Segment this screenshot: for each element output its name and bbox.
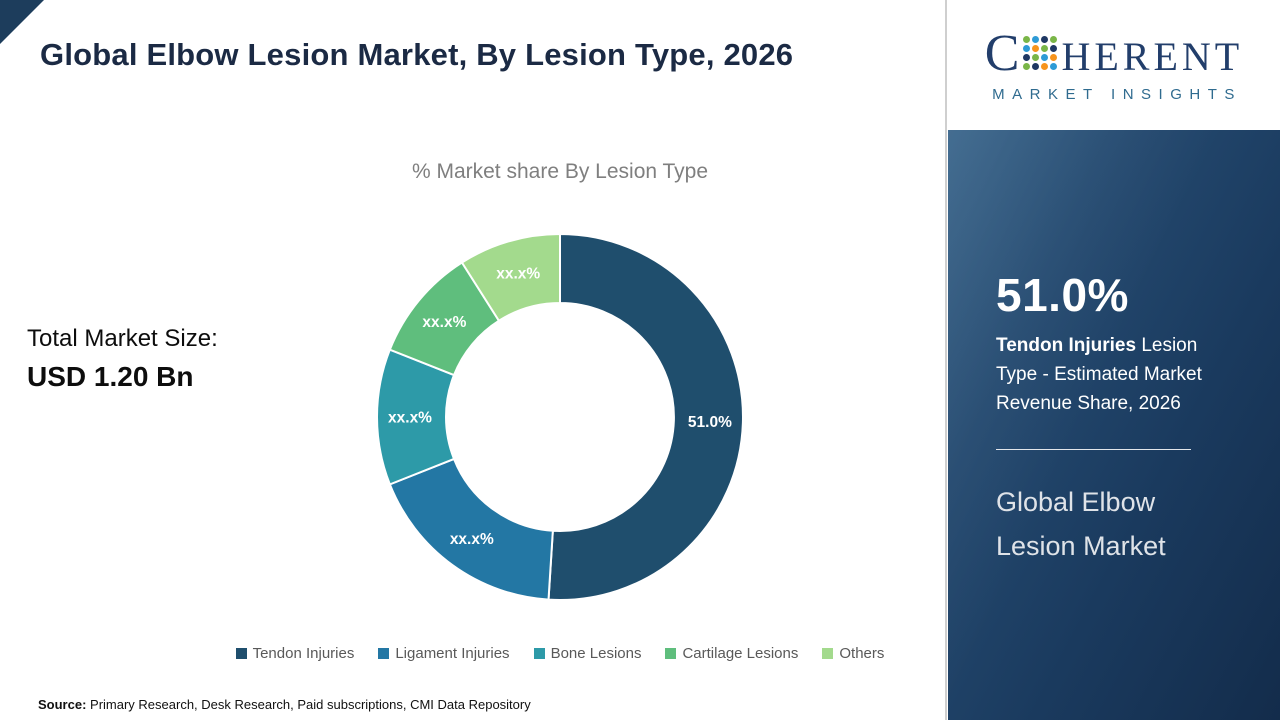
logo-dot [1041,35,1049,43]
brand-logo-wordmark: C HERENT [984,24,1244,82]
logo-dot-grid-icon [1023,35,1058,70]
legend-label: Bone Lesions [550,645,642,662]
legend-item-others: Others [822,645,884,662]
logo-dot [1023,62,1031,70]
total-market-size-label: Total Market Size: [27,325,218,352]
legend-swatch-icon [822,648,834,659]
legend-label: Ligament Injuries [395,645,510,662]
legend-item-tendon-injuries: Tendon Injuries [235,645,355,662]
brand-tagline: MARKET INSIGHTS [992,85,1242,103]
logo-dot [1032,35,1040,43]
source-text: Primary Research, Desk Research, Paid su… [86,697,531,712]
logo-dot [1023,44,1031,52]
donut-slice-tendon-injuries [547,232,744,601]
logo-dot [1041,53,1049,61]
sidebar: C HERENT MARKET INSIGHTS 51.0% Tendon In… [948,0,1280,720]
chart-panel: Global Elbow Lesion Market, By Lesion Ty… [0,0,948,712]
logo-letters-rest: HERENT [1061,33,1244,79]
sidebar-highlight-panel: 51.0% Tendon Injuries Lesion Type - Esti… [948,130,1280,720]
slice-label-tendon-injuries: 51.0% [688,414,732,431]
highlight-stat-rest: Lesion Type - Estimated Market Revenue S… [996,335,1202,414]
donut-slice-others [460,232,561,323]
legend-item-bone-lesions: Bone Lesions [533,645,642,662]
slice-label-ligament-injuries: xx.x% [450,531,494,548]
logo-dot [1050,53,1058,61]
total-market-size: Total Market Size: USD 1.20 Bn [27,325,218,393]
legend-swatch-icon [378,648,390,659]
panel-divider [945,0,947,720]
legend-swatch-icon [235,648,247,659]
market-name: Global Elbow Lesion Market [996,486,1166,562]
total-market-size-value: USD 1.20 Bn [27,361,194,392]
legend-label: Cartilage Lesions [682,645,799,662]
legend-swatch-icon [533,648,545,659]
legend-label: Others [839,645,885,662]
slice-label-cartilage-lesions: xx.x% [422,314,466,331]
corner-accent-icon [0,0,44,44]
source-note: Source: Primary Research, Desk Research,… [38,697,531,712]
legend-item-ligament-injuries: Ligament Injuries [378,645,510,662]
legend-swatch-icon [665,648,677,659]
highlight-stat-value: 51.0% [996,269,1129,321]
page-title: Global Elbow Lesion Market, By Lesion Ty… [40,37,794,72]
logo-dot [1032,62,1040,70]
logo-dot [1041,62,1049,70]
logo-dot [1041,44,1049,52]
legend-label: Tendon Injuries [252,645,355,662]
source-label: Source: [38,697,87,712]
donut-chart: 51.0% xx.x% xx.x% xx.x% xx.x% [376,232,744,601]
slice-label-bone-lesions: xx.x% [388,410,432,427]
logo-dot [1050,62,1058,70]
brand-logo: C HERENT MARKET INSIGHTS [948,0,1280,130]
logo-dot [1023,53,1031,61]
chart-legend: Tendon Injuries Ligament Injuries Bone Les… [172,645,948,662]
logo-dot [1032,44,1040,52]
logo-dot [1023,35,1031,43]
chart-subtitle: % Market share By Lesion Type [411,160,709,183]
sidebar-divider-line [996,448,1191,450]
logo-letter-c: C [984,24,1022,82]
highlight-stat-category: Tendon Injuries [996,335,1137,356]
slice-label-others: xx.x% [496,266,540,283]
highlight-stat-description: Tendon Injuries Lesion Type - Estimated … [996,332,1240,419]
logo-dot [1032,53,1040,61]
legend-item-cartilage-lesions: Cartilage Lesions [665,645,798,662]
donut-slice-ligament-injuries [388,457,554,601]
logo-dot [1050,35,1058,43]
logo-dot [1050,44,1058,52]
